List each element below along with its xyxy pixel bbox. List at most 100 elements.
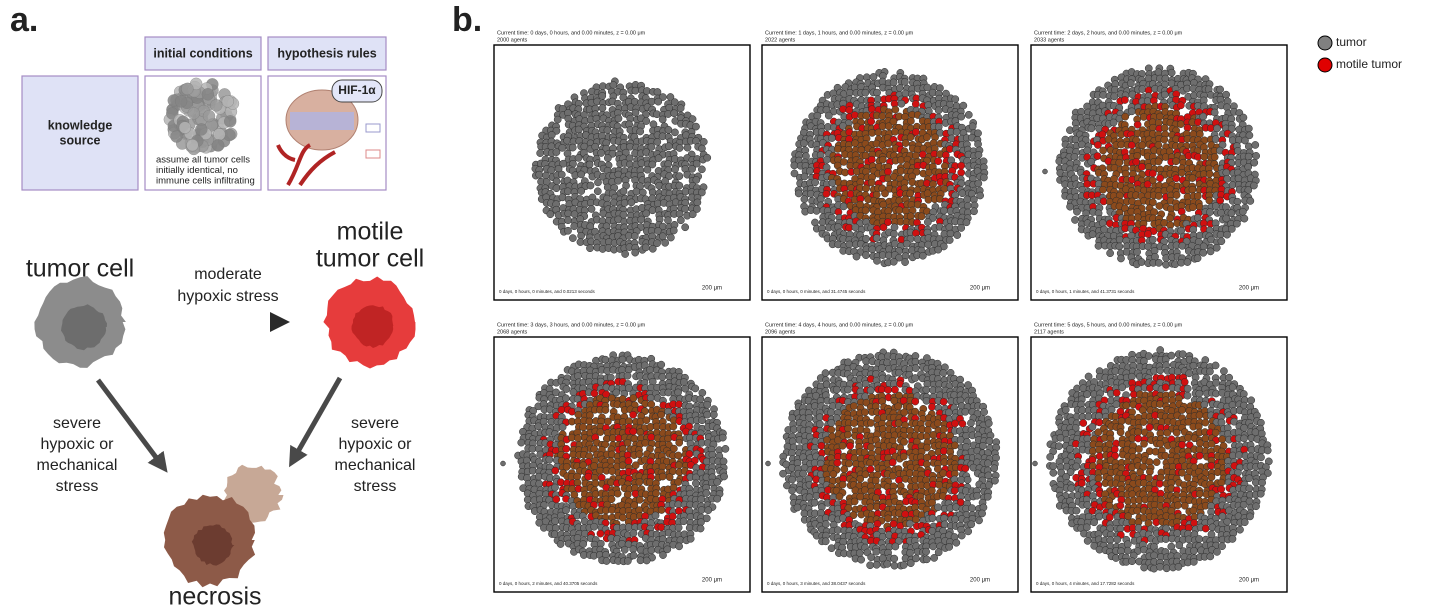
- agent: [622, 250, 629, 257]
- agent: [844, 431, 851, 438]
- edge-label: hypoxic stress: [177, 288, 278, 305]
- agent: [867, 419, 874, 426]
- agent: [680, 379, 687, 386]
- agent: [862, 380, 869, 387]
- scale-label: 200 μm: [702, 578, 722, 584]
- agent: [529, 445, 536, 452]
- agent: [643, 557, 650, 564]
- frame-time: Current time: 0 days, 0 hours, and 0.00 …: [497, 30, 646, 36]
- agent: [594, 188, 601, 195]
- agent: [615, 177, 622, 184]
- agent: [630, 394, 637, 401]
- agent: [1228, 210, 1235, 217]
- agent: [591, 523, 598, 530]
- agent: [907, 134, 914, 141]
- agent: [958, 169, 965, 176]
- agent: [628, 199, 635, 206]
- agent: [973, 492, 980, 499]
- agent: [1201, 153, 1208, 160]
- row-header-text: knowledge: [48, 118, 113, 132]
- agent: [985, 420, 992, 427]
- agent: [857, 475, 864, 482]
- agent: [675, 401, 682, 408]
- agent: [975, 151, 982, 158]
- agent: [698, 417, 705, 424]
- agent: [578, 171, 585, 178]
- agent: [969, 123, 976, 130]
- agent: [704, 411, 711, 418]
- agent: [878, 386, 885, 393]
- agent: [630, 411, 637, 418]
- agent: [878, 364, 885, 371]
- agent: [648, 401, 655, 408]
- agent: [892, 106, 899, 113]
- agent: [703, 489, 710, 496]
- agent: [1212, 379, 1219, 386]
- agent: [1151, 208, 1158, 215]
- agent: [722, 445, 729, 452]
- agent: [664, 217, 671, 224]
- agent: [896, 207, 903, 214]
- agent: [850, 402, 857, 409]
- agent: [1212, 136, 1219, 143]
- agent: [873, 234, 880, 241]
- agent: [558, 171, 565, 178]
- agent: [979, 442, 986, 449]
- frame-time: Current time: 3 days, 3 hours, and 0.00 …: [497, 322, 646, 328]
- agent: [586, 161, 593, 168]
- agent: [565, 217, 572, 224]
- agent: [806, 167, 813, 174]
- agent: [614, 490, 621, 497]
- agent: [609, 468, 616, 475]
- agent: [872, 477, 879, 484]
- agent: [568, 434, 575, 441]
- agent: [575, 411, 582, 418]
- agent: [643, 210, 650, 217]
- agent: [700, 138, 707, 145]
- cluster-cell: [175, 95, 187, 107]
- agent: [682, 205, 689, 212]
- agent: [1139, 142, 1146, 149]
- badge-text: HIF-1α: [338, 83, 376, 97]
- agent: [670, 423, 677, 430]
- agent: [1184, 258, 1191, 265]
- cluster-cell: [224, 115, 236, 127]
- agent: [1189, 204, 1196, 211]
- agent: [658, 411, 665, 418]
- agent: [907, 190, 914, 197]
- agent: [828, 426, 835, 433]
- hypoxia-band: [290, 112, 354, 130]
- agent: [975, 180, 982, 187]
- agent: [675, 524, 682, 531]
- cluster-cell: [202, 88, 214, 100]
- agent: [897, 168, 904, 175]
- agent: [834, 145, 841, 152]
- agent: [705, 507, 712, 514]
- agent: [867, 444, 874, 451]
- agent: [912, 365, 919, 372]
- agent: [557, 479, 564, 486]
- row-header-text: source: [60, 133, 101, 147]
- agent: [884, 560, 891, 567]
- agent: [825, 112, 832, 119]
- agent: [659, 116, 666, 123]
- node-label: necrosis: [168, 583, 261, 610]
- agent: [968, 505, 975, 512]
- agent: [954, 232, 961, 239]
- agent: [795, 190, 802, 197]
- agent: [846, 107, 853, 114]
- agent: [928, 487, 935, 494]
- agent: [890, 258, 897, 265]
- agent: [1196, 390, 1203, 397]
- agent: [1095, 242, 1102, 249]
- agent: [676, 144, 683, 151]
- agent: [564, 188, 571, 195]
- agent: [928, 499, 935, 506]
- agent: [1161, 91, 1168, 98]
- agent: [1189, 174, 1196, 181]
- agent: [1218, 238, 1225, 245]
- agent: [675, 452, 682, 459]
- agent: [665, 126, 672, 133]
- agent: [632, 87, 639, 94]
- agent: [575, 154, 582, 161]
